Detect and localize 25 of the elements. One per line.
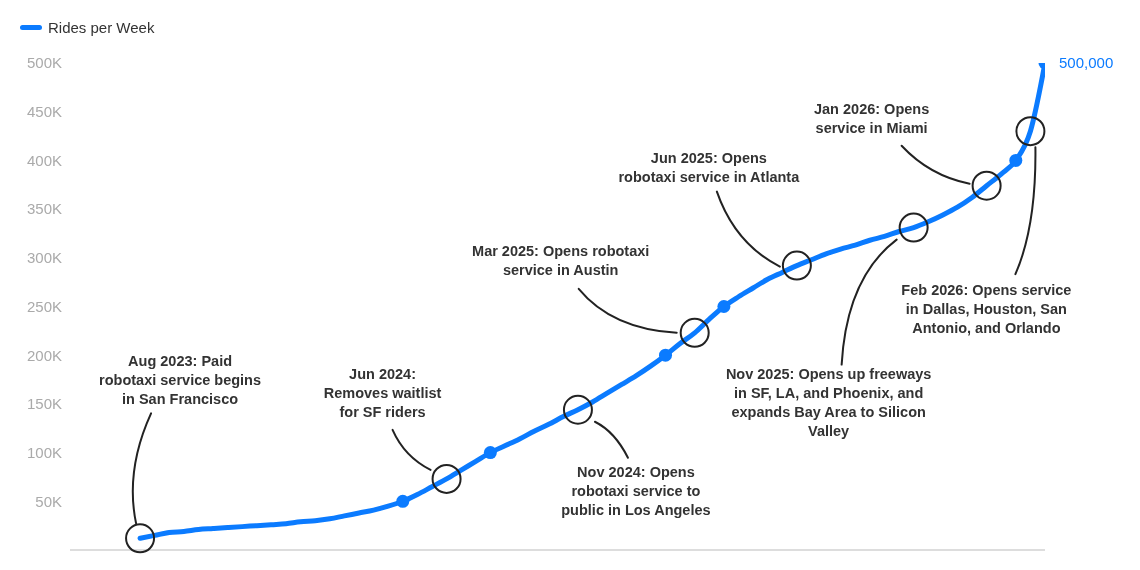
- point: [659, 348, 673, 362]
- y-tick-label: 400K: [26, 151, 62, 169]
- data-label: 500,000: [1059, 54, 1114, 72]
- point: [396, 494, 410, 508]
- y-tick-label: 150K: [26, 395, 62, 413]
- annotation: Feb 2026: Opens service in Dallas, Houston, San Antonio, and Orlando: [901, 282, 1072, 337]
- y-tick-label: 250K: [26, 297, 62, 315]
- y-tick-label: 500K: [26, 54, 62, 72]
- y-tick-label: 350K: [26, 200, 62, 218]
- y-tick-label: 50K: [35, 492, 62, 510]
- annotation: Nov 2024: Opens robotaxi service to public in Los Angeles: [561, 463, 711, 518]
- annotation: Jun 2024: Removes waitlist for SF riders: [323, 365, 442, 420]
- annotation: Mar 2025: Opens robotaxi service in Austin: [472, 242, 650, 278]
- point: [483, 446, 497, 460]
- y-tick-label: 200K: [26, 346, 62, 364]
- annotation: Nov 2025: Opens up freeways in SF, LA, and Phoenix, and expands Bay Area to Silicon Valley: [725, 365, 932, 439]
- point: [717, 300, 731, 313]
- y-tick-label: 100K: [26, 443, 62, 461]
- y-tick-label: 300K: [26, 249, 62, 267]
- point: [1009, 153, 1023, 167]
- annotation: Jan 2026: Opens service in Miami: [813, 100, 930, 136]
- legend-label: Rides per Week: [48, 19, 155, 36]
- annotation: Aug 2023: Paid robotaxi service begins in San Francisco: [99, 353, 262, 408]
- annotation: Jun 2025: Opens robotaxi service in Atlanta: [618, 149, 801, 185]
- y-tick-label: 450K: [26, 103, 62, 121]
